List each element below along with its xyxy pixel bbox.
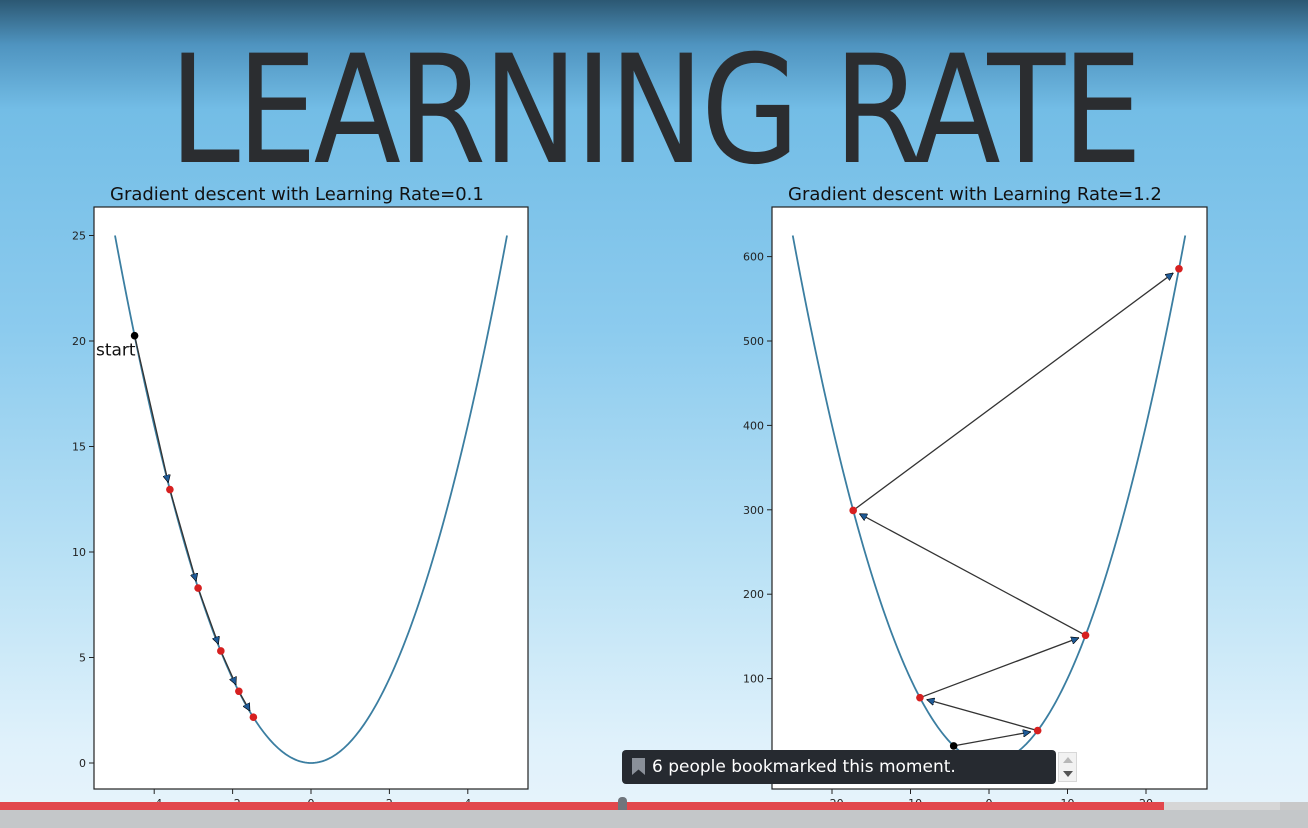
descent-step-arrow [927, 700, 1038, 732]
player-controls-bar [0, 810, 1308, 828]
descent-step-arrow [859, 513, 1086, 636]
descent-point [249, 713, 258, 722]
y-tick-label: 300 [743, 504, 764, 517]
bookmark-toast[interactable]: 6 people bookmarked this moment. [622, 750, 1056, 784]
y-tick-label: 600 [743, 251, 764, 264]
y-tick-label: 10 [72, 546, 86, 559]
descent-point [166, 485, 174, 494]
y-tick-label: 100 [743, 673, 764, 686]
descent-point [1033, 726, 1042, 735]
y-tick-label: 500 [743, 335, 764, 348]
descent-point [849, 506, 857, 515]
descent-step-arrow [133, 335, 169, 483]
descent-step-arrow [852, 272, 1173, 511]
axes-frame-1 [771, 206, 1208, 790]
descent-point [1175, 264, 1183, 273]
bookmark-icon [632, 758, 645, 775]
bookmark-toast-text: 6 people bookmarked this moment. [652, 757, 956, 777]
y-tick-label: 5 [79, 652, 86, 665]
y-tick-label: 200 [743, 588, 764, 601]
video-progress-bar[interactable] [0, 802, 1308, 810]
slide-title: LEARNING RATE [168, 24, 1142, 198]
chart-title-left: Gradient descent with Learning Rate=0.1 [110, 184, 484, 205]
scroll-down-icon[interactable] [1063, 771, 1073, 777]
descent-point [1081, 631, 1090, 640]
toast-scrollbar[interactable] [1058, 752, 1077, 782]
descent-step-arrow [197, 587, 218, 644]
descent-step-arrow [953, 732, 1031, 747]
scroll-up-icon[interactable] [1063, 757, 1073, 763]
descent-point [916, 693, 924, 702]
descent-point [235, 687, 243, 696]
start-point [130, 331, 139, 340]
y-tick-label: 25 [72, 230, 86, 243]
descent-point [217, 647, 225, 655]
descent-step-arrow [220, 650, 236, 685]
y-tick-label: 15 [72, 441, 86, 454]
axes-frame-0 [93, 206, 529, 790]
start-point [949, 742, 958, 750]
descent-step-arrow [169, 489, 196, 582]
descent-point [194, 584, 202, 592]
start-label: start [96, 341, 136, 361]
chart-title-right: Gradient descent with Learning Rate=1.2 [788, 184, 1162, 205]
progress-played [0, 802, 1165, 810]
y-tick-label: 0 [79, 757, 86, 770]
parabola-curve-0 [114, 235, 508, 764]
y-tick-label: 400 [743, 419, 764, 432]
progress-scrubber-handle[interactable] [618, 797, 627, 814]
descent-step-arrow [919, 638, 1079, 699]
y-tick-label: 20 [72, 335, 86, 348]
